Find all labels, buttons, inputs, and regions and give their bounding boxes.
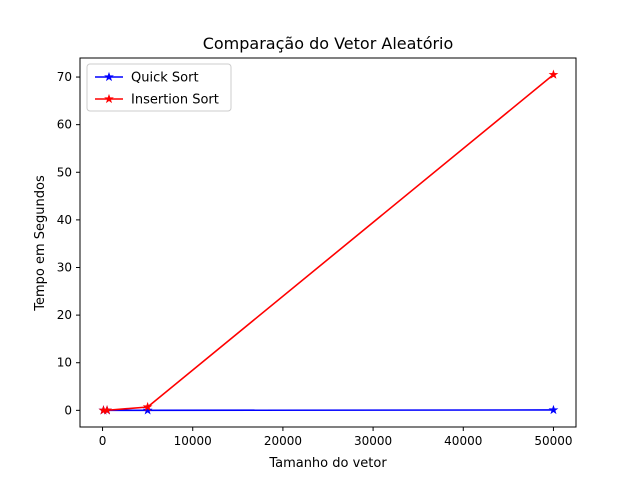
x-tick-label: 30000 (354, 434, 392, 448)
y-tick-label: 60 (57, 118, 72, 132)
y-tick-label: 30 (57, 260, 72, 274)
y-axis-label: Tempo em Segundos (33, 175, 48, 312)
x-tick-label: 0 (99, 434, 107, 448)
x-axis-label: Tamanho do vetor (268, 456, 387, 471)
legend-label: Quick Sort (131, 71, 199, 86)
chart-title: Comparação do Vetor Aleatório (203, 34, 454, 53)
x-tick-label: 50000 (534, 434, 572, 448)
y-tick-label: 20 (57, 308, 72, 322)
x-tick-label: 40000 (444, 434, 482, 448)
x-tick-label: 20000 (264, 434, 302, 448)
y-tick-label: 50 (57, 165, 72, 179)
legend: Quick Sort Insertion Sort (87, 64, 231, 111)
y-tick-label: 70 (57, 70, 72, 84)
legend-label: Insertion Sort (131, 93, 219, 108)
x-tick-label: 10000 (174, 434, 212, 448)
y-tick-label: 40 (57, 213, 72, 227)
y-tick-label: 10 (57, 356, 72, 370)
y-tick-label: 0 (64, 403, 72, 417)
